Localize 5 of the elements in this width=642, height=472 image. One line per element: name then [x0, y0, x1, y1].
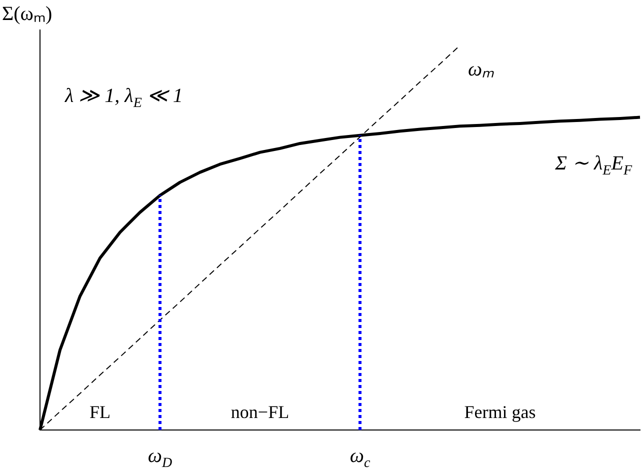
annotation: FL	[89, 402, 111, 422]
series-label: ωₘ	[468, 58, 494, 80]
y-axis-title: Σ(ωₘ)	[2, 3, 52, 25]
annotation: Fermi gas	[464, 402, 536, 422]
annotation: non−FL	[230, 402, 290, 422]
